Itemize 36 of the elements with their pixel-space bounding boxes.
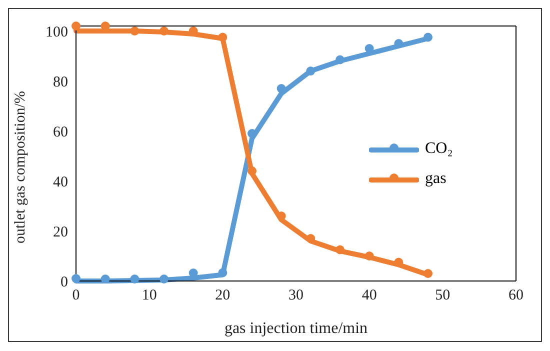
- point: [130, 26, 140, 36]
- point: [248, 166, 256, 176]
- legend-label: gas: [425, 170, 446, 188]
- x-tick-label: 0: [72, 288, 80, 304]
- point: [364, 44, 374, 53]
- legend-label: CO₂: [425, 140, 453, 158]
- x-tick-label: 10: [142, 288, 157, 304]
- x-tick-label: 20: [215, 288, 230, 304]
- x-axis-title: gas injection time/min: [224, 320, 368, 337]
- point: [276, 84, 286, 93]
- point: [306, 66, 316, 76]
- point: [218, 268, 228, 278]
- point: [160, 274, 168, 284]
- point: [424, 269, 432, 278]
- y-tick-label: 40: [53, 174, 68, 190]
- point: [424, 32, 432, 42]
- point: [336, 245, 344, 254]
- point: [364, 252, 374, 260]
- x-tick-label: 60: [508, 288, 524, 304]
- point: [276, 212, 286, 220]
- point: [130, 274, 140, 284]
- y-tick-label: 80: [53, 74, 68, 90]
- x-tick-label: 40: [362, 288, 377, 304]
- point: [336, 55, 344, 64]
- y-tick-label: 20: [53, 224, 68, 240]
- point: [306, 234, 316, 243]
- x-tick-label: 50: [435, 288, 450, 304]
- y-axis-title: outlet gas composition/%: [12, 91, 28, 244]
- y-tick-label: 100: [46, 24, 68, 40]
- x-tick-label: 30: [288, 288, 304, 304]
- y-tick-label: 60: [53, 124, 68, 140]
- y-tick-label: 0: [60, 274, 68, 290]
- point: [72, 274, 80, 283]
- point: [218, 32, 228, 42]
- point: [160, 26, 168, 36]
- point: [72, 22, 80, 30]
